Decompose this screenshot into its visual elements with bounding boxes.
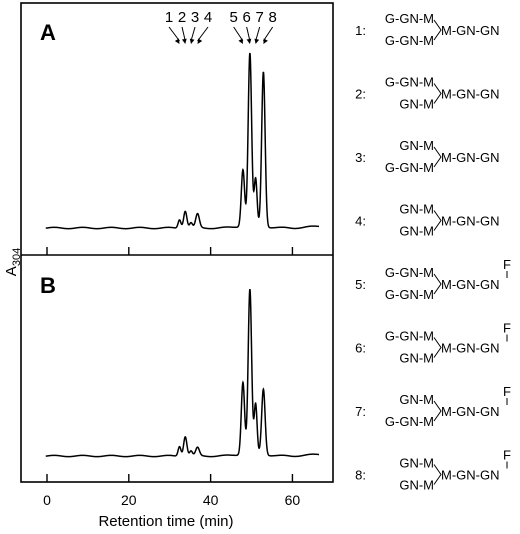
glycan-structure-3: 3: GN-M G-GN-M M-GN-GN <box>355 138 499 175</box>
panel-b-ticks <box>46 474 294 482</box>
peak-number: 6 <box>242 9 250 26</box>
peak-arrow-head <box>197 38 203 44</box>
svg-text:A304: A304 <box>3 248 23 276</box>
peak-arrow-head <box>238 38 243 44</box>
structure-number: 1: <box>355 23 366 38</box>
x-axis-title: Retention time (min) <box>98 513 233 530</box>
x-tick-label: 60 <box>285 492 301 508</box>
peak-arrow-line <box>168 26 180 42</box>
x-tick-labels: 0 20 40 60 <box>43 492 300 508</box>
y-axis-title-sub: 304 <box>11 248 23 266</box>
upper-branch: G-GN-M <box>385 265 434 280</box>
branch-connector <box>433 146 442 168</box>
peak-arrow-line <box>246 26 251 42</box>
core-chain: M-GN-GN <box>441 87 500 102</box>
peak-arrow-head <box>174 38 180 44</box>
peak-number: 1 <box>165 9 173 26</box>
peak-arrow-head <box>181 38 187 44</box>
upper-branch: GN-M <box>399 392 434 407</box>
x-tick-label: 20 <box>121 492 137 508</box>
lower-branch: G-GN-M <box>385 287 434 302</box>
peak-arrow-head <box>254 38 260 44</box>
fucose-label: F <box>503 257 511 272</box>
branch-connector <box>433 273 442 295</box>
lower-branch: G-GN-M <box>385 33 434 48</box>
structure-number: 4: <box>355 214 366 229</box>
core-chain: M-GN-GN <box>441 468 500 483</box>
lower-branch: G-GN-M <box>385 414 434 429</box>
lower-branch: GN-M <box>399 224 434 239</box>
peak-arrow-line <box>262 26 274 42</box>
branch-connector <box>433 19 442 41</box>
chromatogram-traces <box>45 52 320 458</box>
panel-a-ticks <box>46 247 294 255</box>
peak-number: 2 <box>178 9 186 26</box>
upper-branch: G-GN-M <box>385 11 434 26</box>
structure-number: 7: <box>355 404 366 419</box>
x-tick-label: 0 <box>43 492 51 508</box>
peak-arrow-line <box>197 26 209 42</box>
branch-connector <box>433 400 442 422</box>
upper-branch: GN-M <box>399 456 434 471</box>
panel-b-label: B <box>40 273 56 298</box>
fucose-label: F <box>503 448 511 463</box>
core-chain: M-GN-GN <box>441 277 500 292</box>
peak-number: 3 <box>191 9 199 26</box>
panel-a-trace <box>45 52 320 230</box>
peak-arrow-head <box>189 38 195 44</box>
core-chain: M-GN-GN <box>441 341 500 356</box>
peak-arrow-head <box>263 38 268 44</box>
glycan-structure-5: 5: G-GN-M G-GN-M M-GN-GNF <box>355 257 511 302</box>
peak-arrow-line <box>255 26 261 42</box>
glycan-structure-list: 1: G-GN-M G-GN-M M-GN-GN 2: G-GN-M GN-M M-GN-GN… <box>355 11 511 493</box>
core-chain: M-GN-GN <box>441 404 500 419</box>
lower-branch: G-GN-M <box>385 160 434 175</box>
core-chain: M-GN-GN <box>441 214 500 229</box>
upper-branch: G-GN-M <box>385 75 434 90</box>
structure-number: 5: <box>355 277 366 292</box>
y-axis-title-main: A <box>3 266 20 276</box>
core-chain: M-GN-GN <box>441 150 500 165</box>
lower-branch: GN-M <box>399 478 434 493</box>
peak-number: 7 <box>255 9 263 26</box>
branch-connector <box>433 464 442 485</box>
peak-number: 5 <box>229 9 237 26</box>
structure-number: 6: <box>355 341 366 356</box>
upper-branch: GN-M <box>399 202 434 217</box>
peak-arrow-line <box>181 26 186 42</box>
x-tick-label: 40 <box>203 492 219 508</box>
glycan-structure-7: 7: GN-M G-GN-M M-GN-GNF <box>355 384 511 429</box>
branch-connector <box>433 337 442 358</box>
core-chain: M-GN-GN <box>441 23 500 38</box>
fucose-label: F <box>503 321 511 336</box>
panel-a-label: A <box>40 20 56 45</box>
glycan-structure-4: 4: GN-M GN-M M-GN-GN <box>355 202 499 239</box>
lower-branch: GN-M <box>399 351 434 366</box>
glycan-structure-8: 8: GN-M GN-M M-GN-GNF <box>355 448 511 493</box>
glycan-structure-6: 6: G-GN-M GN-M M-GN-GNF <box>355 321 511 366</box>
peak-arrow-head <box>246 38 252 44</box>
structure-number: 2: <box>355 87 366 102</box>
glycan-structure-2: 2: G-GN-M GN-M M-GN-GN <box>355 75 499 112</box>
structure-number: 3: <box>355 150 366 165</box>
upper-branch: GN-M <box>399 138 434 153</box>
panel-b-trace <box>45 289 320 458</box>
panel-frame <box>20 2 334 483</box>
fucose-label: F <box>503 384 511 399</box>
peak-arrow-line <box>233 26 244 42</box>
peak-arrow-line <box>190 26 196 42</box>
peak-number: 4 <box>204 9 212 26</box>
structure-number: 8: <box>355 468 366 483</box>
glycan-structure-1: 1: G-GN-M G-GN-M M-GN-GN <box>355 11 499 48</box>
branch-connector <box>433 210 442 231</box>
y-axis-title: A304 <box>3 248 23 276</box>
lower-branch: GN-M <box>399 97 434 112</box>
upper-branch: G-GN-M <box>385 329 434 344</box>
peak-number: 8 <box>268 9 276 26</box>
branch-connector <box>433 83 442 104</box>
